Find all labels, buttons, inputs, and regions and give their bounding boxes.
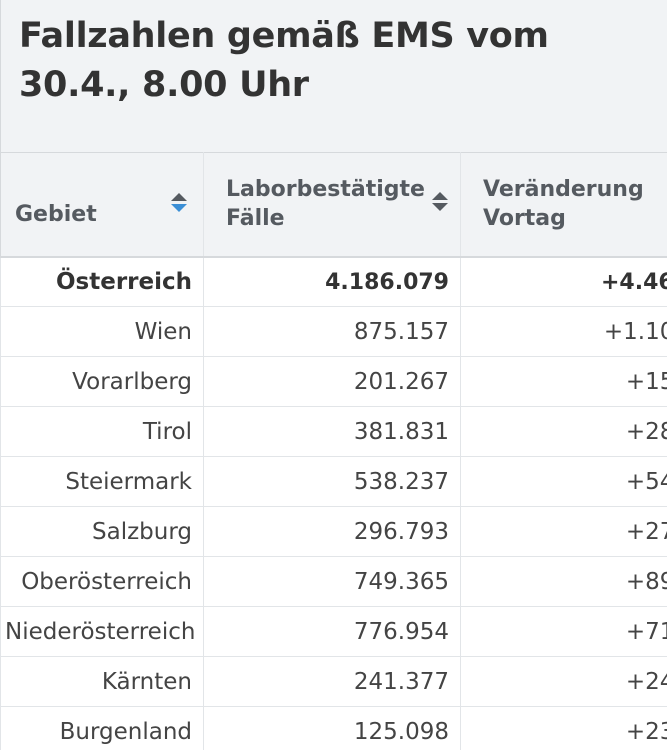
sort-icon[interactable] [171,193,187,212]
cell-change: +894 [460,556,667,607]
cell-area: Salzburg [0,506,204,557]
page-title: Fallzahlen gemäß EMS vom 30.4., 8.00 Uhr [19,16,549,105]
cell-cases-value: 4.186.079 [325,269,449,295]
cell-change: +239 [460,706,667,750]
title-area: Fallzahlen gemäß EMS vom 30.4., 8.00 Uhr [0,0,667,152]
cell-cases: 296.793 [203,506,461,557]
sort-ascending-icon [171,193,187,201]
cell-cases: 381.831 [203,406,461,457]
cell-cases: 749.365 [203,556,461,607]
table-row: Kärnten 241.377 +246 [0,656,667,707]
sort-descending-icon [432,203,448,211]
cell-cases: 201.267 [203,356,461,407]
cell-cases: 776.954 [203,606,461,657]
case-table: Gebiet Laborbestätigte Fälle [0,152,667,750]
cell-area: Niederösterreich [0,606,204,657]
column-header-change[interactable]: Veränderung Vortag [460,152,667,258]
cell-cases: 241.377 [203,656,461,707]
cell-area: Steiermark [0,456,204,507]
sort-descending-active-icon [171,204,187,212]
table-row: Oberösterreich 749.365 +894 [0,556,667,607]
cell-cases: 875.157 [203,306,461,357]
table-row: Vorarlberg 201.267 +157 [0,356,667,407]
case-table-container: Gebiet Laborbestätigte Fälle [0,152,667,750]
table-row: Steiermark 538.237 +549 [0,456,667,507]
cell-area: Tirol [0,406,204,457]
cell-change: +284 [460,406,667,457]
sort-ascending-icon [432,192,448,200]
cell-area: Vorarlberg [0,356,204,407]
table-row-total: Österreich 4.186.079 +4.464 [0,256,667,307]
cell-area: Österreich [0,256,204,307]
cell-change: +157 [460,356,667,407]
table-row: Wien 875.157 +1.107 [0,306,667,357]
cell-change: +246 [460,656,667,707]
table-row: Niederösterreich 776.954 +711 [0,606,667,657]
column-header-cases[interactable]: Laborbestätigte Fälle [203,152,461,258]
cell-change: +1.107 [460,306,667,357]
cell-change: +4.464 [460,256,667,307]
table-row: Burgenland 125.098 +239 [0,706,667,750]
cell-change-value: +4.464 [600,269,667,295]
table-row: Salzburg 296.793 +277 [0,506,667,557]
cell-cases: 125.098 [203,706,461,750]
table-header: Gebiet Laborbestätigte Fälle [0,152,667,258]
cell-area: Kärnten [0,656,204,707]
cell-change: +549 [460,456,667,507]
column-header-area[interactable]: Gebiet [0,152,204,258]
cell-cases: 538.237 [203,456,461,507]
header-row: Gebiet Laborbestätigte Fälle [0,152,667,258]
cell-cases: 4.186.079 [203,256,461,307]
cell-area: Burgenland [0,706,204,750]
column-header-label: Veränderung Vortag [483,177,644,232]
cell-area: Wien [0,306,204,357]
column-header-label: Gebiet [15,201,97,227]
sort-icon[interactable] [432,192,448,211]
cell-change: +277 [460,506,667,557]
table-body: Österreich 4.186.079 +4.464 Wien 875.157… [0,256,667,750]
column-header-label: Laborbestätigte Fälle [226,177,425,232]
table-row: Tirol 381.831 +284 [0,406,667,457]
cell-area: Oberösterreich [0,556,204,607]
cell-change: +711 [460,606,667,657]
